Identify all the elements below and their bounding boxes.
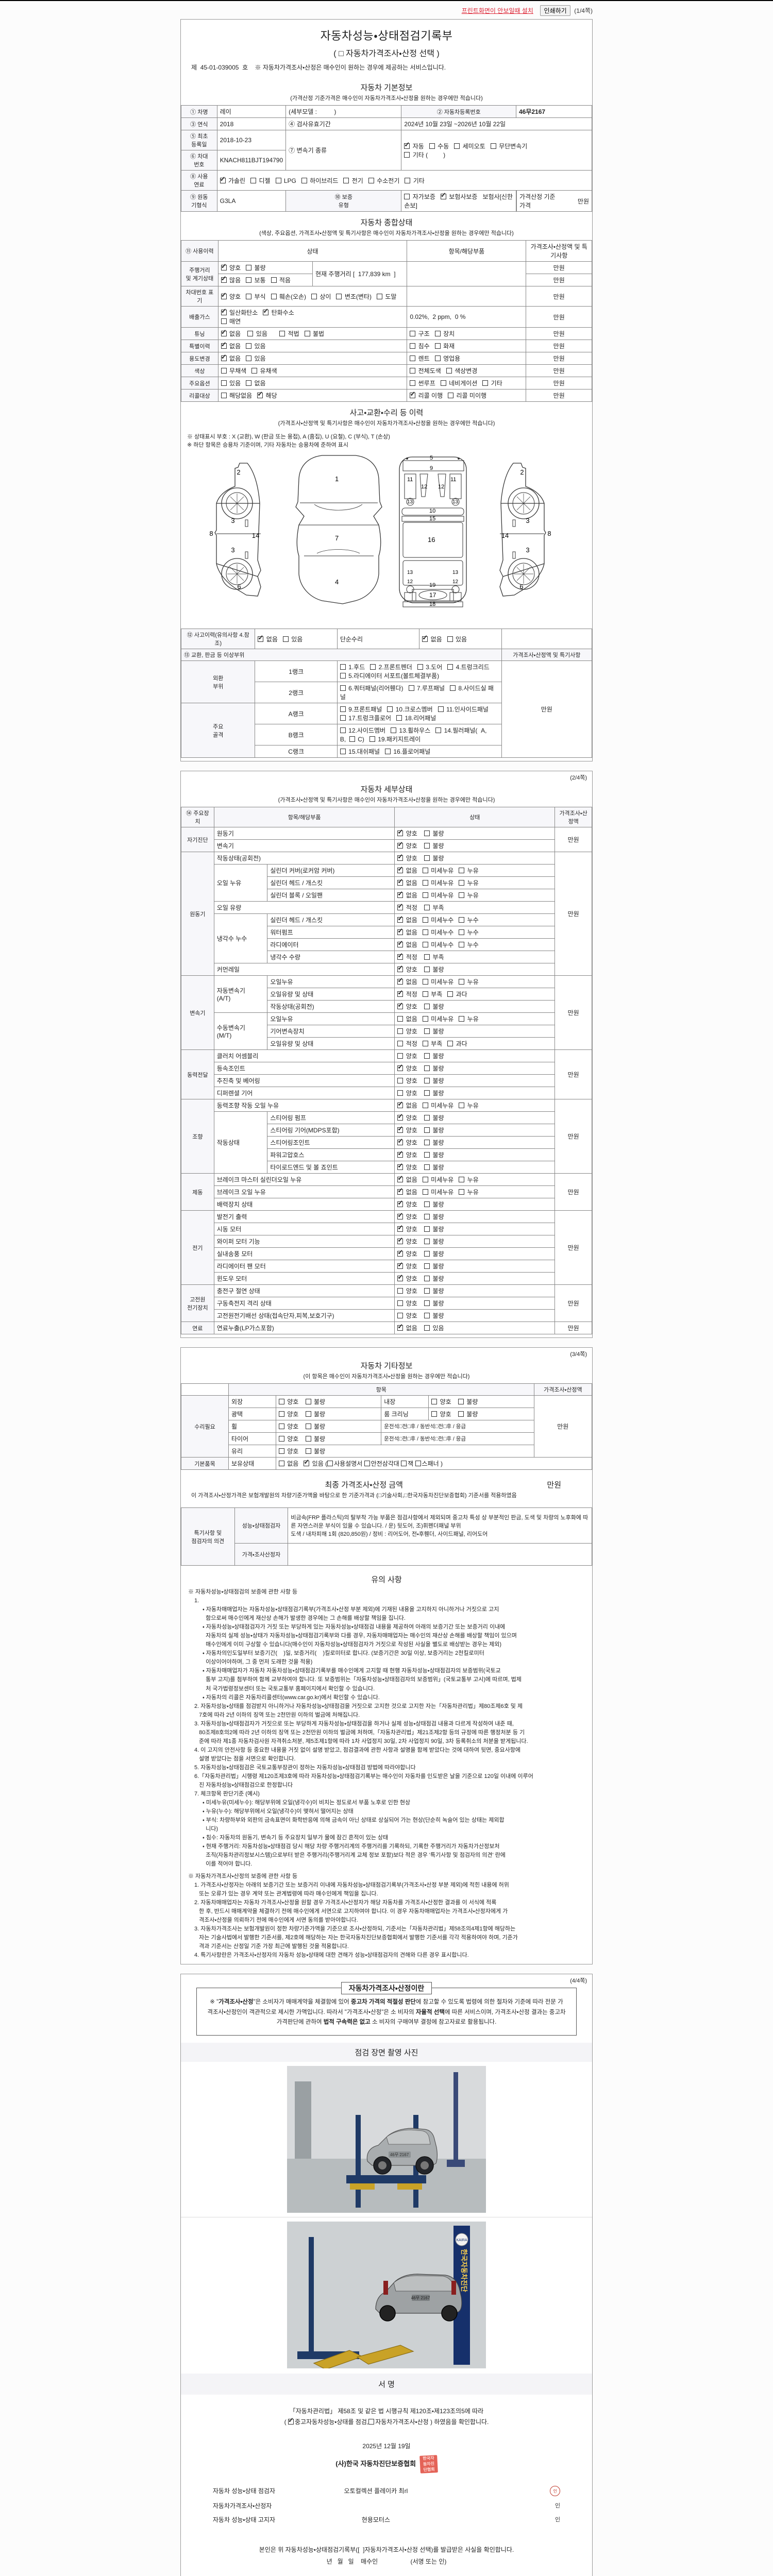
svg-text:8: 8 — [209, 530, 213, 537]
svg-text:19: 19 — [429, 582, 435, 588]
svg-text:2: 2 — [237, 468, 240, 476]
svg-text:13: 13 — [407, 499, 413, 505]
svg-text:13: 13 — [407, 570, 413, 575]
svg-text:7: 7 — [335, 534, 339, 542]
svg-text:11: 11 — [407, 477, 413, 483]
svg-text:6: 6 — [519, 583, 523, 590]
svg-text:8: 8 — [547, 530, 551, 537]
svg-text:13: 13 — [452, 499, 459, 505]
svg-text:5: 5 — [430, 455, 433, 461]
svg-text:4: 4 — [335, 578, 339, 586]
svg-text:15: 15 — [429, 516, 435, 522]
svg-text:12: 12 — [407, 579, 413, 585]
svg-text:14: 14 — [501, 532, 509, 539]
svg-text:KAIRA: KAIRA — [456, 2239, 467, 2242]
svg-text:13: 13 — [452, 570, 459, 575]
svg-text:3: 3 — [231, 546, 234, 554]
svg-text:16: 16 — [428, 536, 435, 544]
svg-text:3: 3 — [526, 517, 529, 524]
svg-text:14: 14 — [252, 532, 259, 539]
svg-text:12: 12 — [421, 484, 427, 490]
svg-text:10: 10 — [429, 508, 435, 514]
svg-text:11: 11 — [450, 477, 456, 483]
svg-text:46무 2167: 46무 2167 — [411, 2296, 430, 2300]
svg-text:12: 12 — [452, 579, 459, 585]
svg-text:3: 3 — [526, 546, 529, 554]
svg-text:17: 17 — [429, 591, 436, 599]
svg-text:18: 18 — [429, 601, 435, 607]
svg-text:12: 12 — [438, 484, 444, 490]
svg-text:6: 6 — [237, 583, 241, 590]
svg-text:한국자동차진단: 한국자동차진단 — [460, 2249, 468, 2292]
svg-text:9: 9 — [430, 465, 433, 471]
svg-text:2: 2 — [520, 468, 524, 476]
svg-text:1: 1 — [335, 475, 339, 483]
svg-text:46무 2167: 46무 2167 — [390, 2153, 409, 2157]
svg-text:3: 3 — [231, 517, 234, 524]
